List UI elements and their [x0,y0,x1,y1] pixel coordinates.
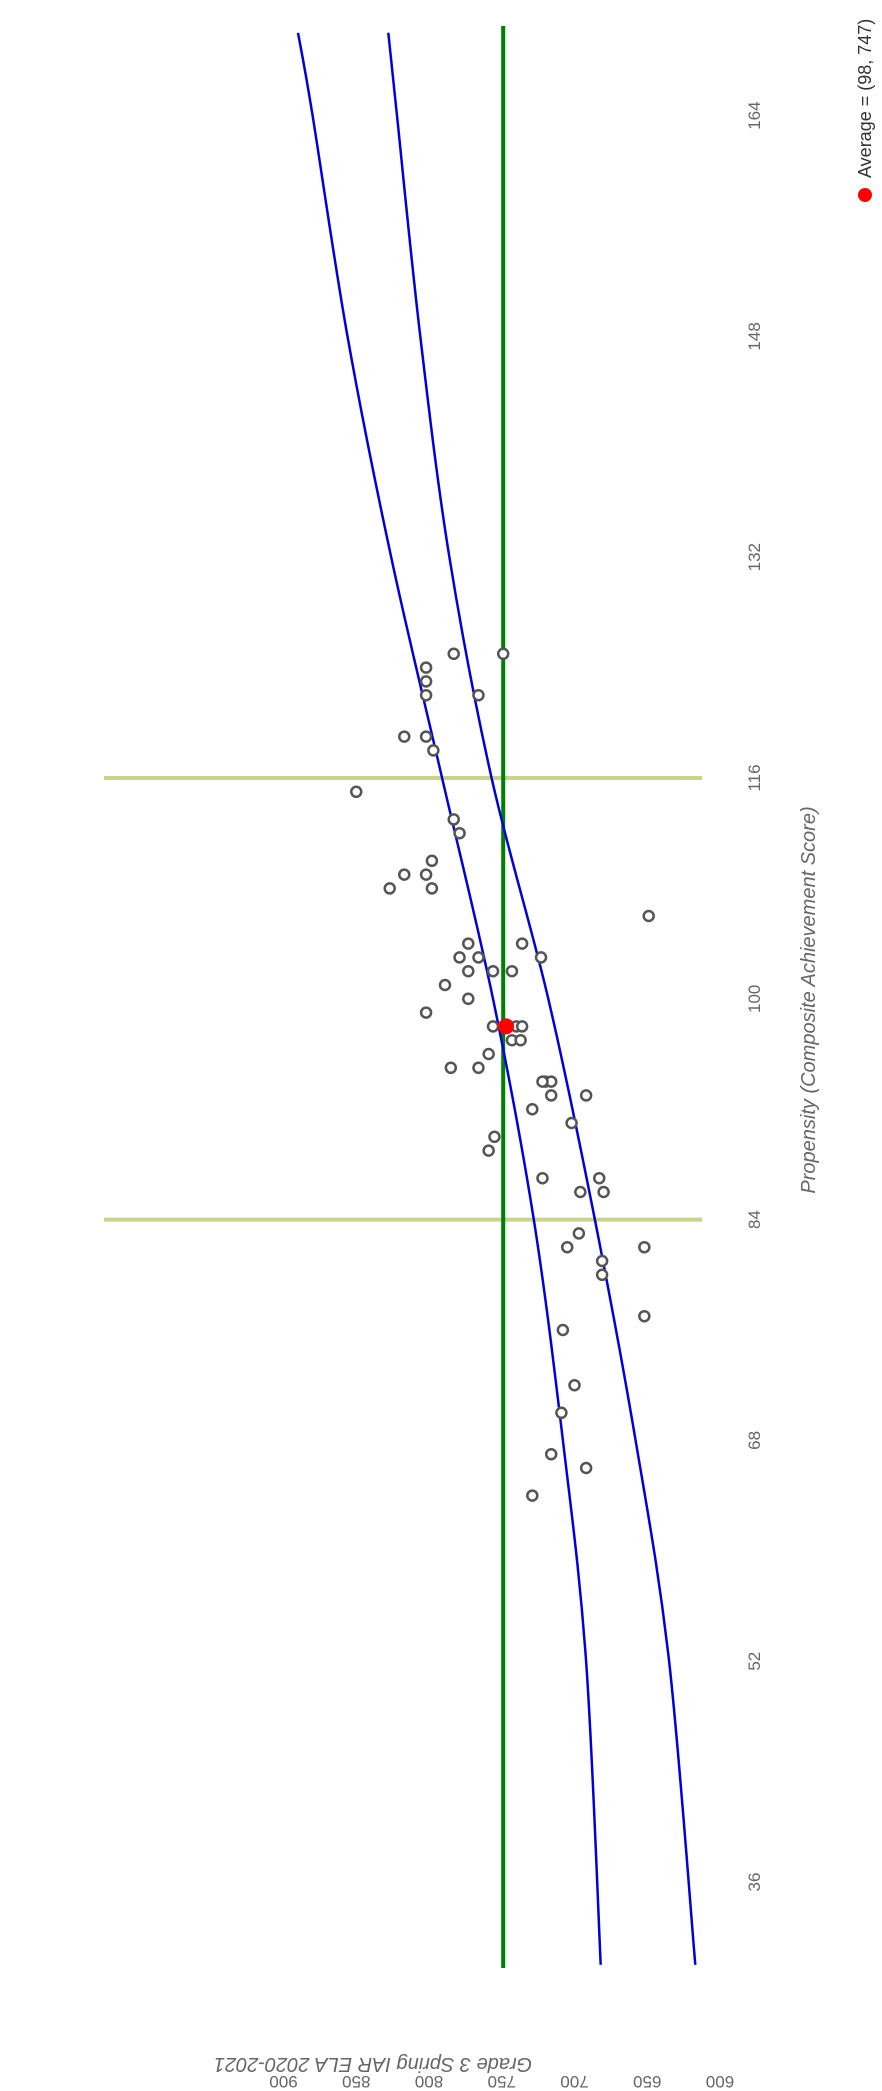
x-tick-label: 100 [745,985,764,1013]
data-point [515,1020,529,1033]
data-point [447,647,460,661]
data-point [505,964,519,978]
upper-fit-curve [296,32,602,1965]
data-point [579,1089,593,1102]
data-point [472,951,485,964]
data-point [638,1309,651,1323]
legend-average-marker [858,188,872,202]
y-tick-label: 600 [706,2072,734,2091]
legend-average-label: Average = (98, 747) [855,19,875,178]
data-point [462,937,475,950]
data-point [555,1406,568,1420]
lower-fit-curve [387,32,697,1965]
data-point [419,868,433,881]
data-point [427,744,440,757]
data-point [526,1102,539,1116]
data-point [419,730,433,743]
data-point [453,826,466,840]
data-point [515,937,529,950]
data-point [444,1061,458,1075]
data-point [592,1171,606,1185]
data-point [482,1047,495,1061]
data-point [514,1033,527,1047]
plot-area [104,26,702,1968]
data-point [595,1268,609,1282]
data-point [462,992,475,1006]
data-point [398,868,411,881]
x-tick-label: 164 [745,101,764,129]
average-point [498,1018,515,1035]
data-point [565,1116,578,1130]
y-tick-label: 800 [415,2072,443,2091]
data-point [447,813,460,826]
data-point [568,1378,581,1392]
data-point [419,675,433,688]
data-point [556,1323,570,1337]
y-tick-label: 700 [560,2072,588,2091]
data-point [544,1089,558,1102]
data-point [544,1447,558,1461]
y-tick-label: 750 [488,2072,516,2091]
data-point [560,1240,574,1254]
x-tick-label: 132 [745,543,764,571]
data-point [398,730,411,743]
legend: Average = (98, 747) [855,19,875,202]
data-point [536,1075,549,1088]
data-point [526,1489,539,1502]
x-tick-label: 36 [745,1873,764,1892]
data-point [350,785,363,799]
data-point [574,1185,587,1199]
data-point [425,854,439,868]
data-point [419,688,433,702]
data-point [383,882,396,895]
data-point [534,951,548,964]
data-point [486,964,500,978]
data-point [536,1171,549,1185]
data-point [419,661,433,674]
data-point [438,978,452,992]
x-tick-label: 116 [745,764,764,791]
y-tick-label: 850 [342,2072,370,2091]
data-point [472,1061,485,1075]
y-tick-label: 900 [269,2072,297,2091]
x-tick-label: 52 [745,1652,764,1671]
y-axis-title: Grade 3 Spring IAR ELA 2020-2021 [214,2053,532,2075]
data-point [425,882,439,895]
x-tick-label: 68 [745,1431,764,1450]
data-point [419,1006,433,1019]
data-point [482,1144,495,1157]
data-point [472,688,485,702]
axis-ticks: 36 52 68 84 100 116 132 148 164 600 650 700 750 800 85… [269,101,764,2091]
data-point [453,951,466,964]
data-point [597,1185,610,1199]
x-axis-title: Propensity (Composite Achievement Score) [798,806,820,1193]
data-point [496,647,510,661]
data-point [642,909,655,923]
data-point [595,1254,609,1268]
data-point [579,1461,593,1475]
data-point [462,964,475,978]
data-point [638,1240,651,1254]
data-point [572,1227,586,1240]
y-tick-label: 650 [633,2072,661,2091]
data-point [486,1020,500,1033]
data-point [488,1130,501,1144]
x-tick-label: 84 [745,1210,764,1229]
x-tick-label: 148 [745,322,764,350]
